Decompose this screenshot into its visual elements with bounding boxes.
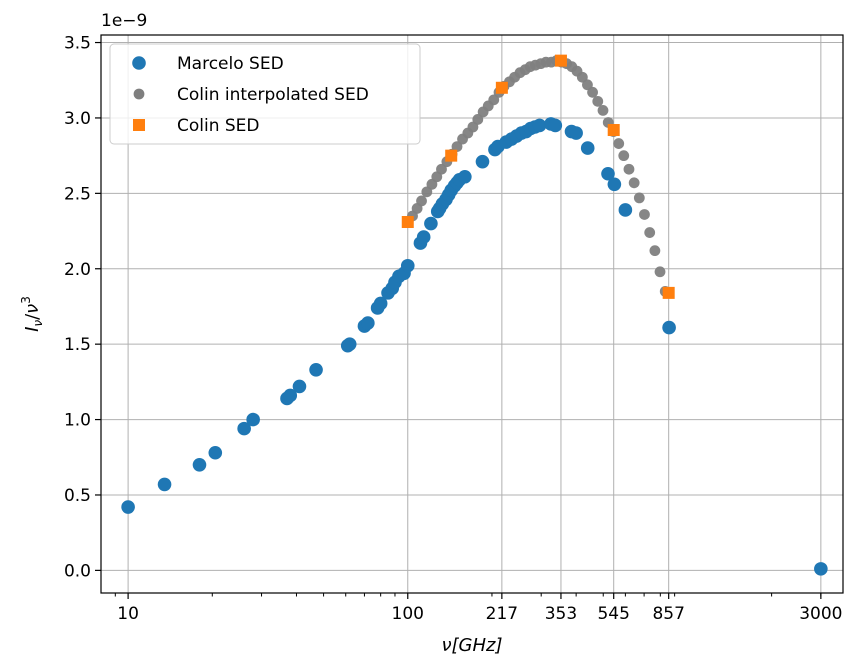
x-tick-label: 217 [486, 604, 518, 624]
series-layer [121, 54, 828, 576]
series-2 [401, 54, 675, 299]
y-tick-label: 3.0 [64, 109, 91, 129]
y-label-sup: 3 [19, 296, 33, 304]
data-point [569, 126, 583, 140]
y-tick-label: 2.0 [64, 260, 91, 280]
data-point [475, 154, 490, 169]
legend: Marcelo SED Colin interpolated SED Colin S… [109, 43, 421, 145]
y-tick-label: 3.5 [64, 34, 91, 54]
data-point [532, 118, 547, 133]
data-point [633, 192, 645, 204]
data-point [451, 141, 463, 153]
data-point [401, 216, 414, 229]
data-point [424, 216, 438, 231]
data-point [488, 94, 500, 106]
data-point [580, 141, 595, 155]
y-label-base: ν [22, 304, 43, 314]
y-axis-label: Iν/ν3 [19, 296, 45, 332]
data-point [373, 296, 388, 311]
data-point [644, 227, 656, 238]
y-tick-label: 1.0 [64, 411, 91, 431]
data-point [607, 124, 620, 137]
y-label-main: I [22, 327, 43, 332]
y-label-sep: / [22, 313, 43, 320]
data-point [613, 138, 625, 149]
y-axis-multiplier: 1e−9 [101, 11, 147, 31]
data-point [587, 86, 598, 98]
series-0 [121, 117, 828, 576]
data-point [639, 209, 650, 220]
legend-label: Colin interpolated SED [177, 85, 369, 105]
x-tick-label: 10 [117, 604, 139, 624]
data-point [601, 166, 615, 181]
data-point [237, 421, 251, 436]
data-point [208, 445, 223, 460]
data-point [292, 379, 307, 394]
grid [101, 35, 843, 593]
y-tick-label: 2.5 [64, 184, 91, 204]
y-tick-label: 0.0 [64, 561, 91, 581]
data-point [623, 163, 635, 175]
y-label-sub: ν [31, 320, 45, 327]
legend-label: Colin SED [177, 116, 260, 136]
x-axis-label: ν[GHz] [441, 635, 502, 656]
data-point [628, 177, 640, 189]
data-point [649, 245, 661, 257]
data-point [400, 258, 415, 273]
data-point [607, 177, 622, 192]
data-point [436, 163, 447, 175]
data-point [654, 266, 666, 278]
x-tick-label: 857 [652, 604, 684, 624]
y-tick-label: 1.5 [64, 335, 91, 355]
data-point [361, 316, 375, 330]
data-point [597, 105, 609, 116]
plot-frame [100, 34, 844, 594]
data-point [416, 195, 427, 207]
data-point [592, 95, 604, 107]
data-point [246, 412, 260, 427]
x-tick-label: 3000 [799, 604, 842, 624]
data-point [416, 230, 431, 244]
data-point [495, 81, 508, 94]
x-tick-label: 353 [545, 604, 577, 624]
data-point [662, 286, 675, 299]
data-point [662, 320, 676, 335]
data-point [472, 114, 484, 125]
data-point [309, 363, 323, 377]
data-point [618, 150, 630, 162]
y-tick-label: 0.5 [64, 486, 91, 506]
legend-box [109, 43, 421, 145]
data-point [445, 149, 458, 162]
data-point [342, 337, 357, 351]
legend-label: Marcelo SED [177, 54, 284, 74]
data-point [121, 500, 135, 514]
data-point [814, 562, 828, 576]
data-point [618, 203, 633, 217]
data-point [157, 477, 172, 492]
legend-marker [133, 88, 145, 100]
data-point [548, 118, 563, 133]
x-axis: 10 100 217 353 545 857 3000 [114, 593, 842, 624]
data-point [458, 169, 472, 184]
legend-marker [132, 56, 146, 70]
y-axis: 0.0 0.5 1.0 1.5 2.0 2.5 3.0 3.5 [64, 34, 101, 581]
x-tick-label: 100 [392, 604, 424, 624]
legend-marker [133, 119, 145, 131]
x-tick-label: 545 [597, 604, 629, 624]
data-point [283, 388, 298, 403]
data-point [582, 79, 593, 91]
data-point [554, 54, 567, 67]
data-point [192, 458, 207, 472]
